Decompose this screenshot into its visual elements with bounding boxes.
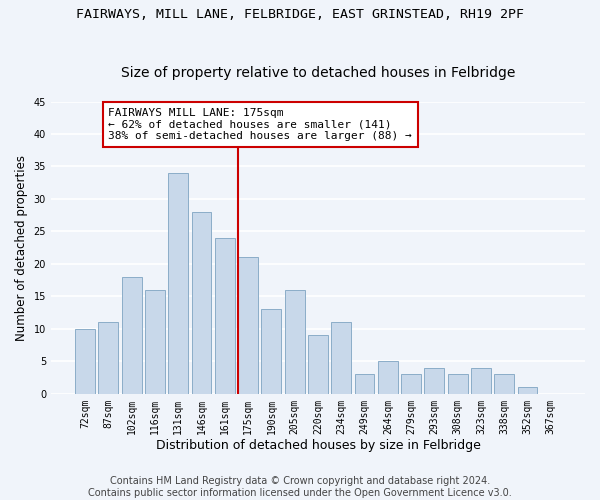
Bar <box>448 374 467 394</box>
Bar <box>122 277 142 394</box>
Bar <box>424 368 444 394</box>
Y-axis label: Number of detached properties: Number of detached properties <box>15 154 28 340</box>
Bar <box>262 310 281 394</box>
Bar <box>355 374 374 394</box>
Bar <box>518 388 538 394</box>
Text: Contains HM Land Registry data © Crown copyright and database right 2024.
Contai: Contains HM Land Registry data © Crown c… <box>88 476 512 498</box>
Bar <box>215 238 235 394</box>
Bar <box>494 374 514 394</box>
Bar <box>75 329 95 394</box>
Bar <box>238 258 258 394</box>
Title: Size of property relative to detached houses in Felbridge: Size of property relative to detached ho… <box>121 66 515 80</box>
X-axis label: Distribution of detached houses by size in Felbridge: Distribution of detached houses by size … <box>155 440 481 452</box>
Text: FAIRWAYS MILL LANE: 175sqm
← 62% of detached houses are smaller (141)
38% of sem: FAIRWAYS MILL LANE: 175sqm ← 62% of deta… <box>109 108 412 141</box>
Bar <box>471 368 491 394</box>
Text: FAIRWAYS, MILL LANE, FELBRIDGE, EAST GRINSTEAD, RH19 2PF: FAIRWAYS, MILL LANE, FELBRIDGE, EAST GRI… <box>76 8 524 20</box>
Bar <box>285 290 305 394</box>
Bar <box>191 212 211 394</box>
Bar <box>331 322 351 394</box>
Bar <box>308 336 328 394</box>
Bar <box>169 173 188 394</box>
Bar <box>401 374 421 394</box>
Bar <box>378 362 398 394</box>
Bar <box>98 322 118 394</box>
Bar <box>145 290 165 394</box>
